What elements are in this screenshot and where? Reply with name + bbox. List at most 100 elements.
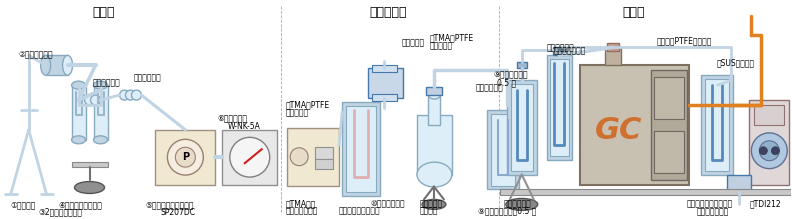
Ellipse shape [422, 200, 446, 209]
Text: スタンド: スタンド [420, 207, 439, 216]
Bar [651, 70, 687, 180]
Ellipse shape [93, 81, 108, 89]
Text: ㉔SUSチューブ: ㉔SUSチューブ [717, 59, 755, 68]
Text: ㉒不純物除去管: ㉒不純物除去管 [554, 46, 586, 55]
Text: ③2連ガス吸収びん: ③2連ガス吸収びん [39, 208, 82, 217]
Bar [507, 80, 537, 175]
Bar [315, 147, 333, 159]
Text: ユニチューブ: ユニチューブ [93, 79, 120, 88]
Text: ④吸収びんスタンド: ④吸収びんスタンド [59, 200, 102, 209]
Text: チューブ１: チューブ１ [285, 108, 308, 117]
Bar [754, 105, 784, 125]
Text: W-NK-5A: W-NK-5A [227, 122, 260, 131]
Circle shape [85, 95, 94, 105]
Bar [727, 175, 752, 193]
Circle shape [230, 137, 270, 177]
Circle shape [90, 95, 101, 105]
Text: ⑲TDI212: ⑲TDI212 [749, 199, 781, 208]
Ellipse shape [71, 136, 86, 144]
Bar [491, 114, 515, 185]
Bar [554, 47, 565, 55]
Ellipse shape [417, 162, 452, 187]
Text: ②捕集ホルダー: ②捕集ホルダー [19, 51, 53, 60]
Bar [517, 62, 527, 68]
Bar [706, 79, 729, 171]
Text: ⑱試料濃縮管: ⑱試料濃縮管 [476, 84, 504, 93]
Text: ⑳片針付PTFEチューブ: ⑳片針付PTFEチューブ [657, 36, 712, 45]
Bar [155, 130, 215, 185]
Circle shape [760, 141, 779, 161]
Bar [346, 106, 376, 193]
Bar [46, 55, 67, 75]
Text: ユニチューブ: ユニチューブ [134, 74, 162, 83]
Bar [315, 159, 333, 169]
Ellipse shape [93, 136, 108, 144]
Circle shape [175, 147, 196, 167]
Text: P: P [182, 152, 189, 162]
Circle shape [125, 90, 135, 100]
Text: ①スタンド: ①スタンド [10, 200, 36, 209]
Bar [417, 115, 452, 175]
Bar [372, 94, 397, 101]
Text: ⑤サンプリングポンプ: ⑤サンプリングポンプ [146, 200, 194, 209]
Ellipse shape [428, 91, 440, 99]
Bar [342, 102, 380, 196]
Text: ⑯分解びん: ⑯分解びん [420, 199, 443, 208]
Text: ⑬TMA用PTFE: ⑬TMA用PTFE [285, 101, 329, 110]
Text: 導　入: 導 入 [622, 6, 645, 19]
Bar [654, 77, 684, 119]
Ellipse shape [63, 55, 73, 75]
Bar [93, 85, 108, 140]
Bar [550, 59, 569, 156]
Text: ⑪デュワービン１Ｌ: ⑪デュワービン１Ｌ [339, 207, 381, 216]
Text: 分解・濃縮: 分解・濃縮 [369, 6, 407, 19]
Text: ⑨デュワービン: ⑨デュワービン [494, 71, 528, 80]
Bar [71, 85, 86, 140]
Bar [749, 100, 790, 185]
Ellipse shape [40, 55, 51, 75]
Text: ⑱試料濃縮管: ⑱試料濃縮管 [546, 43, 574, 52]
Ellipse shape [506, 198, 538, 210]
Bar [546, 55, 572, 160]
Bar [487, 110, 519, 189]
Bar [71, 162, 108, 167]
Text: ⑩不純物除去管: ⑩不純物除去管 [370, 199, 405, 208]
Text: 採　取: 採 取 [92, 6, 115, 19]
Text: ⑨デュワービン　0.5 Ｌ: ⑨デュワービン 0.5 Ｌ [478, 207, 536, 216]
Bar [654, 131, 684, 173]
Bar [368, 68, 403, 98]
Circle shape [771, 147, 779, 155]
Bar [287, 128, 339, 185]
Bar [500, 189, 791, 195]
Bar [223, 130, 277, 185]
Text: ㉒架台セット: ㉒架台セット [504, 199, 531, 208]
Circle shape [167, 139, 204, 175]
Text: ㉒不純物除去管: ㉒不純物除去管 [696, 208, 729, 217]
Bar [702, 75, 733, 175]
Ellipse shape [74, 182, 105, 193]
Circle shape [760, 147, 767, 155]
Text: ⑭TMA用PTFE: ⑭TMA用PTFE [430, 33, 474, 42]
Text: ㉑デュワービン　１Ｌ: ㉑デュワービン １Ｌ [687, 199, 733, 208]
Circle shape [120, 90, 129, 100]
Bar [511, 84, 533, 171]
Text: コントローラー: コントローラー [285, 207, 318, 216]
Text: GC: GC [595, 116, 642, 145]
Bar [604, 47, 621, 65]
Text: ⑮分解びん: ⑮分解びん [402, 38, 425, 47]
Circle shape [78, 95, 89, 105]
Bar [372, 65, 397, 72]
Bar [428, 95, 440, 125]
Bar [580, 65, 690, 185]
Text: ⑫TMAガス: ⑫TMAガス [285, 199, 315, 208]
Bar [607, 43, 619, 51]
Ellipse shape [71, 81, 86, 89]
Circle shape [752, 133, 787, 169]
Circle shape [131, 90, 142, 100]
Text: SP207DC: SP207DC [161, 208, 196, 217]
Text: 0.5 Ｌ: 0.5 Ｌ [497, 79, 516, 88]
Circle shape [290, 148, 308, 166]
Text: ⑥積算流量計: ⑥積算流量計 [217, 113, 247, 122]
Bar [426, 87, 443, 95]
Text: チューブ２: チューブ２ [430, 41, 453, 50]
